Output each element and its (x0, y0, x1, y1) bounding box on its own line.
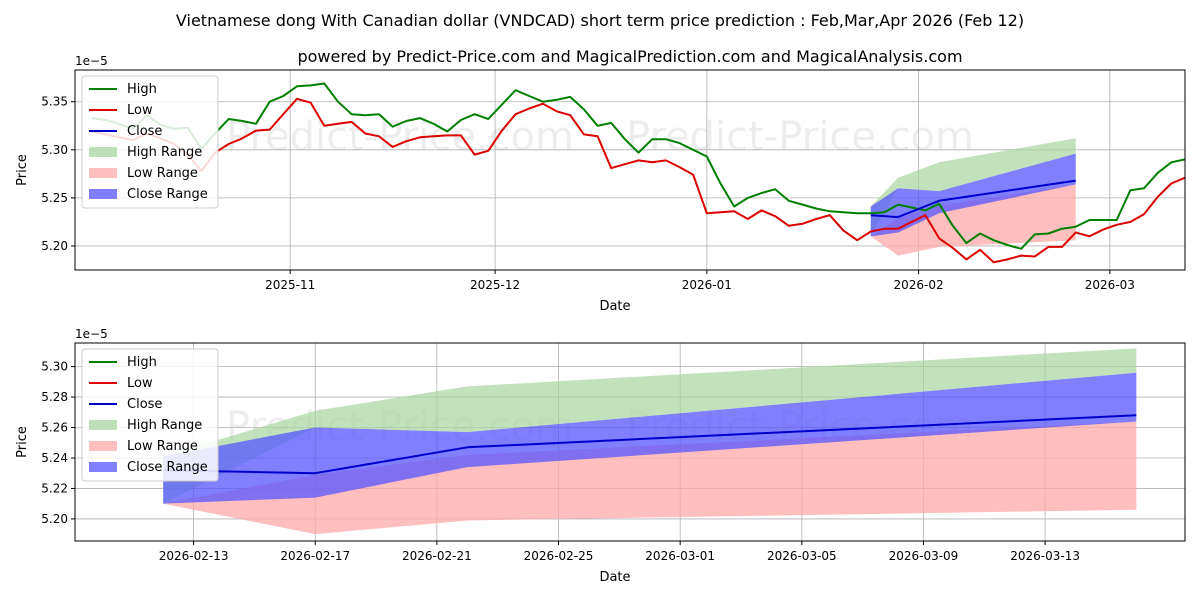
x-tick-label: 2026-02-25 (524, 549, 594, 563)
watermark-text: Predict-Price.com (626, 114, 974, 160)
legend-label: Low (127, 376, 153, 391)
history-panel: Predict-Price.com Predict-Price.com Predic… (15, 54, 1186, 314)
legend-label: Close (127, 397, 162, 412)
plot-frame (74, 69, 1186, 271)
y-tick-label: 5.20 (41, 239, 68, 253)
legend-label: Close Range (127, 460, 208, 475)
legend-label: High Range (127, 145, 202, 160)
y-tick-label: 5.25 (41, 191, 68, 205)
y-tick-label: 5.28 (41, 390, 68, 404)
plot-frame (74, 342, 1186, 542)
legend: High Low Close High Range Low Range Close Ran… (81, 75, 219, 209)
x-tick-label: 2026-01 (682, 278, 732, 292)
watermark-text: Predict-Price.com (226, 114, 574, 160)
watermark-text: Predict-Price.com (626, 264, 974, 310)
y-tick-label: 5.24 (41, 451, 68, 465)
x-tick-label: 2026-02-21 (402, 549, 472, 563)
y-tick-label: 5.30 (41, 143, 68, 157)
x-tick-label: 2026-03-13 (1010, 549, 1080, 563)
legend-swatch-close-range (89, 462, 117, 472)
low-range-band (163, 421, 1137, 535)
low-range-band (870, 184, 1076, 256)
x-tick-label: 2026-02 (894, 278, 944, 292)
y-tick-label: 5.26 (41, 421, 68, 435)
chart-subtitle: powered by Predict-Price.com and Magical… (297, 47, 962, 66)
legend-label: High Range (127, 418, 202, 433)
watermark-text: Predict-Price.com (226, 264, 574, 310)
legend-label: High (127, 355, 157, 370)
legend-label: Low Range (127, 166, 198, 181)
legend: High Low Close High Range Low Range Close Ran… (81, 348, 219, 482)
axis-exponent-label: 1e−5 (75, 327, 108, 341)
x-tick-label: 2025-12 (470, 278, 520, 292)
y-tick-label: 5.30 (41, 360, 68, 374)
y-tick-label: 5.22 (41, 481, 68, 495)
legend-label: Close Range (127, 187, 208, 202)
watermark: Predict-Price.com Predict-Price.com Predic… (226, 114, 974, 310)
y-axis-label: Price (15, 426, 30, 458)
x-tick-label: 2026-03-05 (767, 549, 837, 563)
close-series-line (163, 414, 1137, 475)
x-axis-label: Date (599, 570, 630, 585)
legend-label: High (127, 82, 157, 97)
y-tick-label: 5.35 (41, 95, 68, 109)
legend-swatch-high-range (89, 147, 117, 157)
x-tick-label: 2026-02-13 (159, 549, 229, 563)
legend-swatch-close-range (89, 189, 117, 199)
y-axis-label: Price (15, 154, 30, 186)
legend-swatch-low-range (89, 168, 117, 178)
low-series-line (91, 97, 1185, 264)
legend-swatch-high-range (89, 420, 117, 430)
high-range-band (163, 348, 1137, 504)
x-tick-label: 2025-11 (265, 278, 315, 292)
x-tick-label: 2026-02-17 (280, 549, 350, 563)
legend-label: Low (127, 103, 153, 118)
x-axis-label: Date (599, 299, 630, 314)
x-tick-label: 2026-03 (1085, 278, 1135, 292)
x-tick-label: 2026-03-09 (889, 549, 959, 563)
x-tick-label: 2026-03-01 (645, 549, 715, 563)
high-range-band (870, 138, 1076, 237)
y-tick-label: 5.20 (41, 512, 68, 526)
legend-label: Close (127, 124, 162, 139)
legend-swatch-low-range (89, 441, 117, 451)
forecast-panel: Predict-Price.comPredict-Price.com2026-0… (15, 327, 1186, 585)
axis-exponent-label: 1e−5 (75, 54, 108, 68)
high-series-line (91, 82, 1185, 250)
close-series-line (870, 179, 1076, 219)
legend-label: Low Range (127, 439, 198, 454)
chart-title: Vietnamese dong With Canadian dollar (VN… (176, 11, 1024, 30)
